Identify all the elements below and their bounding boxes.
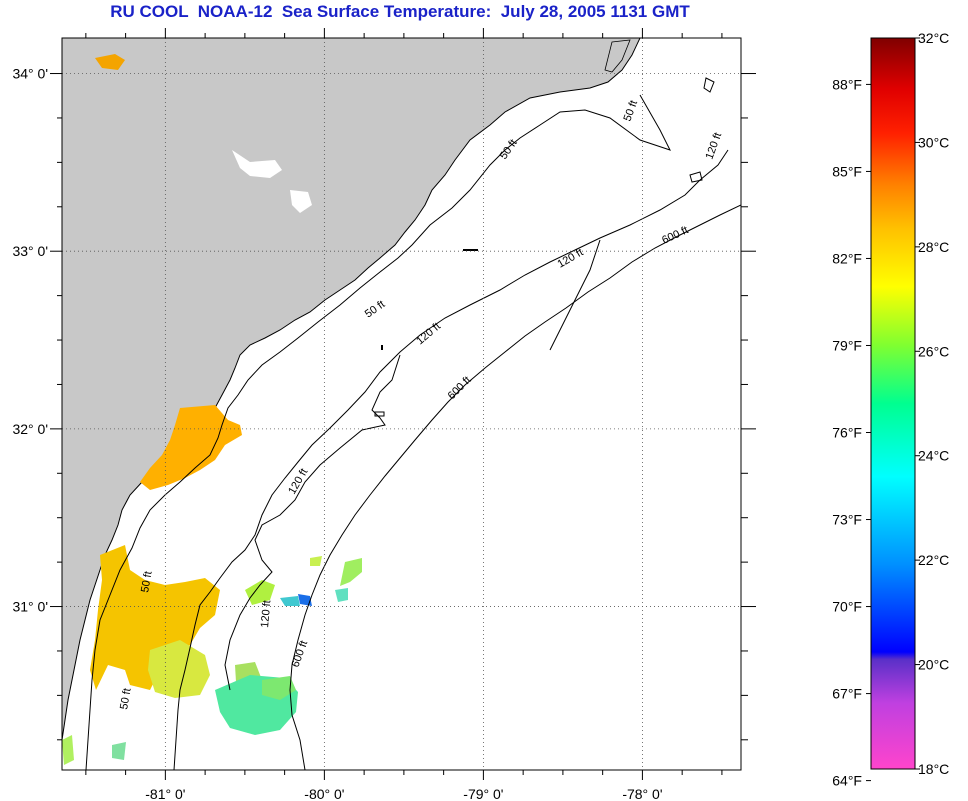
colorbar-labels: 32°C 30°C 28°C 26°C 24°C 22°C 20°C 18°C 88°F 85°F…	[832, 30, 949, 789]
land-mass	[62, 38, 641, 741]
chart-title: RU COOL NOAA-12 Sea Surface Temperature:…	[110, 2, 690, 21]
colorbar-label-celsius: 32°C	[918, 30, 949, 46]
sst-patches	[62, 54, 362, 765]
colorbar-label-celsius: 26°C	[918, 343, 949, 359]
colorbar-label-fahrenheit: 64°F	[832, 773, 862, 789]
colorbar-label-celsius: 20°C	[918, 657, 949, 673]
colorbar-label-celsius: 24°C	[918, 448, 949, 464]
tick-label-lon: -81° 0'	[145, 786, 185, 801]
axis-tick-labels: -81° 0' -80° 0' -79° 0' -78° 0' 34° 0' 33° 0'…	[12, 66, 662, 801]
tick-label-lon: -78° 0'	[622, 786, 662, 801]
tick-label-lat: 31° 0'	[12, 599, 48, 615]
colorbar-label-celsius: 28°C	[918, 239, 949, 255]
colorbar-label-fahrenheit: 73°F	[832, 512, 862, 528]
colorbar-label-celsius: 22°C	[918, 552, 949, 568]
colorbar	[870, 37, 916, 770]
colorbar-label-fahrenheit: 76°F	[832, 425, 862, 441]
colorbar-label-fahrenheit: 67°F	[832, 686, 862, 702]
tick-label-lat: 32° 0'	[12, 421, 48, 437]
colorbar-label-fahrenheit: 88°F	[832, 76, 862, 92]
colorbar-label-fahrenheit: 70°F	[832, 599, 862, 615]
map-frame	[61, 37, 742, 771]
tick-label-lon: -79° 0'	[463, 786, 503, 801]
tick-label-lon: -80° 0'	[304, 786, 344, 801]
contour-label: 50 ft	[139, 570, 155, 593]
tick-label-lat: 33° 0'	[12, 243, 48, 259]
contour-label: 50 ft	[118, 687, 134, 710]
colorbar-label-celsius: 18°C	[918, 761, 949, 777]
contour-label: 120 ft	[259, 600, 273, 628]
colorbar-label-celsius: 30°C	[918, 134, 949, 150]
bathymetry-contours	[85, 77, 741, 770]
colorbar-label-fahrenheit: 82°F	[832, 250, 862, 266]
colorbar-label-fahrenheit: 85°F	[832, 163, 862, 179]
tick-label-lat: 34° 0'	[12, 66, 48, 82]
colorbar-label-fahrenheit: 79°F	[832, 337, 862, 353]
axis-ticks	[50, 28, 756, 780]
lake	[232, 150, 282, 178]
